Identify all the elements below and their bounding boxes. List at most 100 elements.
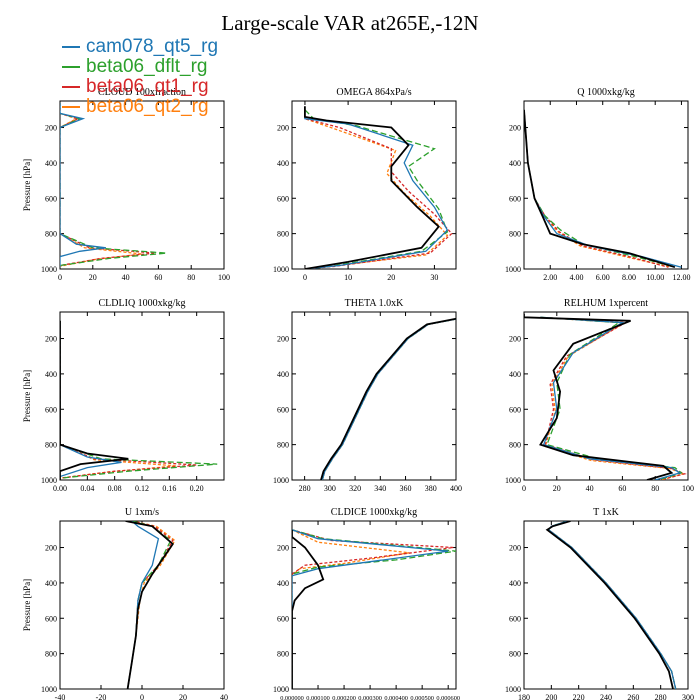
x-tick-label: 300	[324, 484, 336, 493]
y-tick-label: 800	[277, 650, 289, 659]
x-tick-label: 260	[627, 693, 639, 700]
series-line	[540, 316, 686, 480]
x-tick-label: 400	[450, 484, 462, 493]
series-line	[540, 316, 682, 480]
y-tick-label: 200	[277, 544, 289, 553]
x-tick-label: 0	[140, 693, 144, 700]
reference-line	[303, 106, 440, 269]
panel-title: RELHUM 1xpercent	[564, 298, 648, 309]
reference-line	[545, 521, 674, 689]
y-tick-label: 1000	[273, 685, 289, 694]
reference-line	[60, 320, 129, 480]
x-tick-label: 40	[122, 273, 130, 282]
x-tick-label: 10	[344, 273, 352, 282]
panel-title: CLDLIQ 1000xkg/kg	[99, 298, 186, 309]
y-tick-label: 400	[45, 370, 57, 379]
y-tick-label: 200	[509, 124, 521, 133]
y-tick-label: 600	[45, 614, 57, 623]
x-tick-label: 0.000300	[358, 695, 382, 700]
y-tick-label: 800	[45, 230, 57, 239]
x-tick-label: 20	[89, 273, 97, 282]
x-tick-label: 60	[154, 273, 162, 282]
y-tick-label: 200	[277, 335, 289, 344]
x-tick-label: 0.000200	[332, 695, 356, 700]
y-tick-label: 1000	[41, 685, 57, 694]
plot-frame	[291, 311, 457, 481]
x-tick-label: 0.20	[190, 484, 204, 493]
reference-line	[125, 521, 174, 689]
reference-line	[292, 529, 325, 689]
y-tick-label: 400	[277, 159, 289, 168]
x-tick-label: -40	[55, 693, 66, 700]
y-tick-label: 1000	[41, 476, 57, 485]
x-tick-label: 12.00	[672, 273, 690, 282]
y-tick-label: 200	[45, 335, 57, 344]
y-tick-label: 400	[509, 370, 521, 379]
x-tick-label: 360	[400, 484, 412, 493]
series-line	[321, 318, 456, 480]
x-tick-label: 0.00	[53, 484, 67, 493]
x-tick-label: 80	[187, 273, 195, 282]
plot-frame	[523, 100, 689, 270]
y-tick-label: 200	[509, 335, 521, 344]
x-tick-label: 180	[518, 693, 530, 700]
y-tick-label: 600	[277, 194, 289, 203]
x-tick-label: 100	[218, 273, 230, 282]
x-tick-label: 0.000500	[410, 695, 434, 700]
series-line	[60, 320, 122, 478]
y-tick-label: 200	[45, 544, 57, 553]
y-tick-label: 800	[277, 441, 289, 450]
x-tick-label: 20	[179, 693, 187, 700]
reference-line	[320, 317, 456, 480]
panel-0: CLOUD 100xfraction Pressure [hPa] 200 400 60…	[22, 87, 230, 282]
x-tick-label: 0.16	[162, 484, 176, 493]
panel-title: OMEGA 864xPa/s	[336, 87, 411, 98]
y-tick-label: 800	[45, 441, 57, 450]
series-line	[321, 318, 456, 480]
x-tick-label: 30	[430, 273, 438, 282]
panel-3: CLDLIQ 1000xkg/kg Pressure [hPa] 200 400 600…	[22, 298, 225, 493]
y-tick-label: 400	[45, 579, 57, 588]
x-tick-label: 0.000400	[384, 695, 408, 700]
x-tick-label: 60	[618, 484, 626, 493]
x-tick-label: -20	[96, 693, 107, 700]
y-tick-label: 200	[509, 544, 521, 553]
series-line	[524, 109, 672, 268]
plot-frame	[59, 520, 225, 690]
series-line	[60, 320, 197, 479]
series-line	[60, 320, 177, 479]
series-line	[292, 529, 449, 689]
y-axis-label: Pressure [hPa]	[22, 159, 32, 211]
x-tick-label: 40	[586, 484, 594, 493]
y-tick-label: 1000	[273, 265, 289, 274]
y-axis-label: Pressure [hPa]	[22, 579, 32, 631]
y-tick-label: 1000	[505, 476, 521, 485]
x-tick-label: 2.00	[543, 273, 557, 282]
x-tick-label: 0.000000	[280, 695, 304, 700]
y-tick-label: 200	[45, 124, 57, 133]
x-tick-label: 220	[573, 693, 585, 700]
panel-title: CLOUD 100xfraction	[98, 87, 186, 98]
x-tick-label: 200	[545, 693, 557, 700]
panel-title: T 1xK	[593, 507, 619, 518]
y-tick-label: 800	[509, 650, 521, 659]
y-tick-label: 1000	[505, 265, 521, 274]
x-tick-label: 4.00	[569, 273, 583, 282]
x-tick-label: 20	[387, 273, 395, 282]
reference-line	[524, 109, 676, 269]
series-line	[304, 109, 453, 269]
x-tick-label: 320	[349, 484, 361, 493]
y-tick-label: 600	[277, 405, 289, 414]
panel-title: CLDICE 1000xkg/kg	[331, 507, 417, 518]
panel-title: Q 1000xkg/kg	[577, 87, 635, 98]
x-tick-label: 8.00	[622, 273, 636, 282]
x-tick-label: 100	[682, 484, 694, 493]
legend-label: beta06_qt2_rg	[86, 96, 209, 117]
x-tick-label: 280	[655, 693, 667, 700]
series-line	[126, 521, 174, 689]
y-tick-label: 800	[509, 441, 521, 450]
y-tick-label: 400	[45, 159, 57, 168]
legend-label: beta06_qt1_rg	[86, 76, 209, 97]
